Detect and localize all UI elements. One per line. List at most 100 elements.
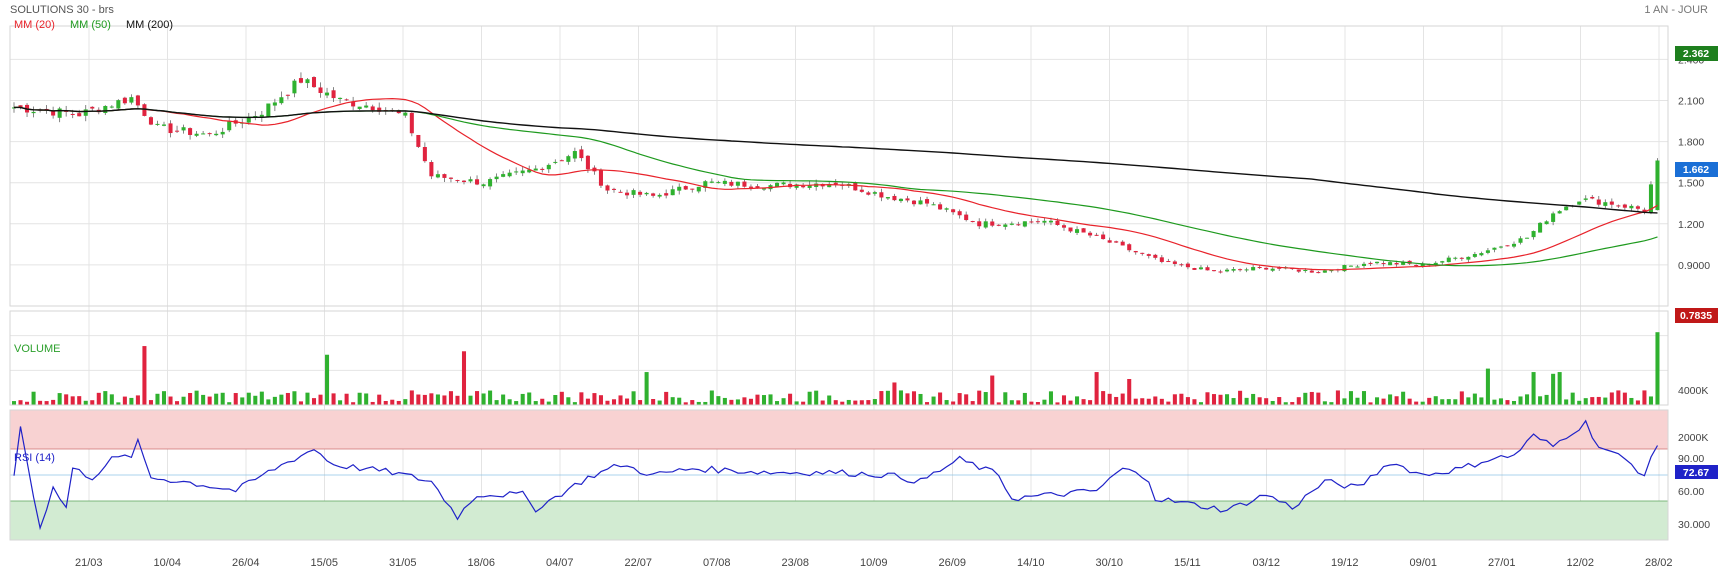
volume-bar xyxy=(944,400,949,405)
volume-bar xyxy=(142,346,147,405)
volume-bar xyxy=(651,399,656,405)
volume-bar xyxy=(1244,397,1249,405)
candle-body xyxy=(514,171,519,173)
volume-bar xyxy=(1557,372,1562,405)
candle-body xyxy=(1088,232,1093,236)
date-tick-label: 04/07 xyxy=(546,557,574,569)
date-tick-label: 15/11 xyxy=(1174,557,1201,569)
volume-bar xyxy=(31,391,36,405)
volume-bar xyxy=(833,400,838,405)
volume-bar xyxy=(1427,397,1432,405)
volume-bar xyxy=(1511,401,1517,405)
price-tags: 2.362 1.662 0.7835 xyxy=(1675,46,1718,323)
candle-body xyxy=(377,107,382,112)
volume-bar xyxy=(768,394,773,405)
volume-bar xyxy=(292,391,297,405)
volume-bar xyxy=(566,397,571,405)
volume-bar xyxy=(709,390,714,405)
volume-bar xyxy=(188,392,193,405)
candle-body xyxy=(155,123,160,125)
legend-ma200[interactable]: MM (200) xyxy=(126,19,173,31)
candle-body xyxy=(853,182,858,191)
candle-body xyxy=(1303,269,1308,271)
candle-body xyxy=(1505,245,1510,247)
candle-body xyxy=(1609,201,1614,205)
volume-bar xyxy=(83,400,88,405)
candle-body xyxy=(1655,160,1660,211)
candle-body xyxy=(1329,270,1334,272)
candle-body xyxy=(442,174,447,178)
candle-body xyxy=(807,185,812,188)
candle-body xyxy=(1316,272,1321,274)
volume-bar xyxy=(1146,398,1151,405)
candle-body xyxy=(977,221,982,227)
candle-body xyxy=(585,155,590,170)
volume-bar xyxy=(794,401,799,405)
candle-body xyxy=(148,117,153,125)
candle-body xyxy=(618,191,623,193)
volume-bar xyxy=(1114,396,1119,405)
candle-body xyxy=(951,209,956,213)
date-tick-label: 12/02 xyxy=(1567,557,1595,569)
volume-bar xyxy=(109,394,114,405)
candle-body xyxy=(1094,234,1099,236)
rsi-label: RSI (14) xyxy=(14,452,55,464)
candle-body xyxy=(775,182,780,187)
volume-bar xyxy=(1211,394,1217,405)
candle-body xyxy=(696,186,701,192)
volume-bar xyxy=(801,401,806,405)
candle-body xyxy=(964,214,969,221)
candle-body xyxy=(801,185,806,188)
candle-body xyxy=(253,115,258,117)
legend-ma50[interactable]: MM (50) xyxy=(70,19,111,31)
date-tick-label: 21/03 xyxy=(75,557,103,569)
volume-bar xyxy=(1622,392,1627,405)
volume-bar xyxy=(1009,400,1014,405)
candle-body xyxy=(259,114,264,117)
volume-bar xyxy=(1205,392,1210,405)
volume-bar xyxy=(285,392,290,405)
candle-body xyxy=(194,133,199,136)
price-tick-label: 1.500 xyxy=(1678,178,1704,190)
candle-body xyxy=(827,184,832,188)
volume-bar xyxy=(788,393,793,405)
volume-bar xyxy=(1153,396,1158,405)
legend-ma20[interactable]: MM (20) xyxy=(14,19,55,31)
volume-bar xyxy=(1570,392,1575,405)
volume-bar xyxy=(1505,400,1510,405)
volume-bar xyxy=(155,393,160,405)
volume-bar xyxy=(729,399,734,405)
volume-bar xyxy=(311,398,317,405)
rsi-line-layer xyxy=(13,419,1659,531)
candle-body xyxy=(1557,211,1562,214)
volume-label: VOLUME xyxy=(14,343,60,355)
candle-body xyxy=(970,221,975,223)
volume-bar xyxy=(1127,379,1132,405)
volume-bar xyxy=(598,395,603,405)
candle-body xyxy=(716,182,721,184)
volume-bar xyxy=(605,400,610,405)
candle-body xyxy=(70,113,75,115)
volume-bar xyxy=(1446,399,1451,405)
volume-bar xyxy=(1061,395,1067,405)
candle-body xyxy=(1420,263,1425,267)
candle-body xyxy=(1153,254,1158,258)
candle-body xyxy=(1414,264,1419,266)
chart-period[interactable]: 1 AN - JOUR xyxy=(1644,4,1708,16)
candle-body xyxy=(461,180,467,183)
candle-body xyxy=(1061,225,1067,228)
candle-body xyxy=(266,103,271,118)
candle-body xyxy=(227,121,232,131)
candle-body xyxy=(501,174,506,177)
candle-body xyxy=(188,128,193,135)
volume-bar xyxy=(827,395,832,405)
candle-body xyxy=(1101,234,1106,240)
volume-bar xyxy=(103,391,108,405)
candle-body xyxy=(1355,266,1360,268)
volume-bar xyxy=(1590,397,1595,405)
candle-body xyxy=(990,221,995,226)
price-tick-label: 1.200 xyxy=(1678,219,1704,231)
volume-bar xyxy=(559,391,564,405)
candle-body xyxy=(1322,270,1327,273)
volume-bar xyxy=(618,395,623,405)
